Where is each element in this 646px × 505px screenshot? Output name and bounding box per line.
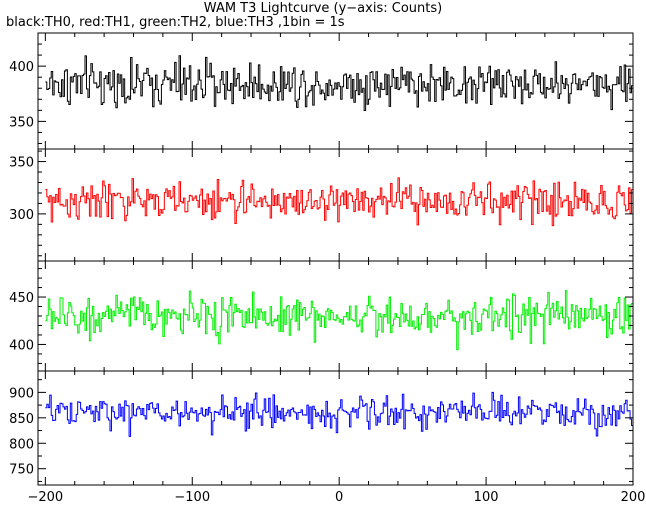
y-tick-label: 750 (9, 463, 34, 478)
series-th3 (45, 391, 633, 437)
y-tick-label: 400 (9, 60, 34, 75)
y-tick-label: 800 (9, 437, 34, 452)
series-th2 (45, 290, 633, 351)
x-tick-label: 0 (335, 490, 343, 505)
y-tick-label: 400 (9, 338, 34, 353)
series-th1 (45, 177, 633, 227)
chart-title: WAM T3 Lightcurve (y−axis: Counts) (203, 1, 443, 16)
x-tick-label: 100 (474, 490, 499, 505)
series-th0 (45, 55, 633, 111)
y-tick-label: 350 (9, 115, 34, 130)
chart-subtitle: black:TH0, red:TH1, green:TH2, blue:TH3 … (6, 15, 345, 30)
panel-frame-th3 (37, 370, 634, 486)
x-tick-label: 200 (621, 490, 646, 505)
y-tick-label: 350 (9, 156, 34, 171)
y-tick-label: 300 (9, 208, 34, 223)
y-tick-label: 900 (9, 386, 34, 401)
y-tick-label: 450 (9, 291, 34, 306)
y-tick-label: 850 (9, 412, 34, 427)
x-tick-label: −200 (27, 490, 63, 505)
x-tick-label: −100 (174, 490, 210, 505)
